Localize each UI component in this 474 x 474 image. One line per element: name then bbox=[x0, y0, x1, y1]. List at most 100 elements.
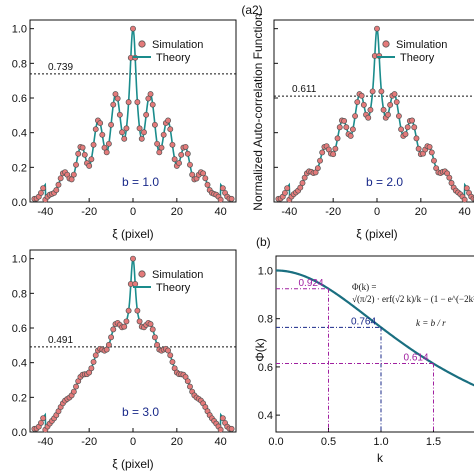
simulation-point bbox=[360, 101, 367, 108]
simulation-point bbox=[334, 135, 341, 142]
formula-lhs: Φ(k) = bbox=[352, 282, 376, 292]
simulation-point bbox=[330, 151, 337, 158]
simulation-point bbox=[73, 161, 79, 168]
simulation-point bbox=[178, 151, 185, 158]
b-parameter-label: b = 1.0 bbox=[122, 175, 159, 189]
simulation-point bbox=[132, 281, 139, 287]
simulation-point bbox=[169, 141, 176, 148]
legend-simulation: Simulation bbox=[396, 39, 447, 51]
simulation-point bbox=[332, 145, 339, 152]
simulation-point bbox=[38, 419, 44, 426]
simulation-point bbox=[378, 88, 385, 95]
y-tick-label: 0.0 bbox=[12, 427, 27, 439]
simulation-point bbox=[105, 341, 112, 348]
x-tick-label: 1.0 bbox=[373, 436, 388, 448]
y-tick-label: 0.6 bbox=[12, 323, 27, 335]
simulation-point bbox=[123, 318, 130, 325]
simulation-point bbox=[116, 111, 123, 118]
simulation-point bbox=[367, 106, 374, 113]
simulation-point bbox=[409, 117, 416, 124]
simulation-point bbox=[202, 175, 209, 182]
simulation-point bbox=[40, 185, 47, 192]
simulation-point bbox=[374, 25, 380, 32]
simulation-point bbox=[341, 117, 348, 124]
simulation-point bbox=[134, 99, 141, 106]
legend-simulation: Simulation bbox=[152, 39, 203, 51]
simulation-point bbox=[119, 129, 125, 136]
simulation-point bbox=[428, 149, 435, 156]
simulation-point bbox=[385, 111, 391, 118]
simulation-point bbox=[228, 195, 235, 202]
x-tick-label: 20 bbox=[415, 206, 427, 218]
simulation-point bbox=[446, 174, 453, 181]
simulation-point bbox=[217, 196, 224, 203]
panel-a2: -40 -20 0 20 40 0.611 b = 2.0 Simulation The… bbox=[251, 13, 474, 241]
simulation-point bbox=[136, 318, 143, 325]
simulation-point bbox=[219, 415, 226, 422]
legend-theory: Theory bbox=[400, 52, 435, 64]
simulation-point bbox=[105, 140, 112, 147]
simulation-point bbox=[134, 307, 141, 314]
hline-label: 0.491 bbox=[48, 335, 73, 346]
simulation-point bbox=[461, 196, 468, 203]
b-parameter-label: b = 2.0 bbox=[366, 175, 403, 189]
simulation-point bbox=[354, 99, 361, 105]
simulation-point bbox=[169, 358, 176, 365]
simulation-point bbox=[70, 171, 77, 178]
y-tick-label: 0.2 bbox=[12, 392, 27, 404]
panel-a1: -40 -20 0 20 40 0.0 0.2 0.4 0.6 0.8 1.0 0.739 b = … bbox=[12, 19, 237, 241]
simulation-point bbox=[149, 101, 156, 108]
simulation-point bbox=[167, 126, 174, 133]
simulation-point bbox=[130, 25, 136, 32]
simulation-point bbox=[73, 383, 79, 390]
legend-marker-simulation bbox=[138, 40, 146, 48]
simulation-point bbox=[413, 135, 420, 142]
simulation-point bbox=[88, 365, 95, 372]
simulation-point bbox=[184, 150, 191, 157]
simulation-point bbox=[125, 99, 132, 106]
legend: Simulation Theory bbox=[133, 269, 203, 294]
x-tick-label: 20 bbox=[171, 436, 183, 448]
simulation-point bbox=[395, 113, 402, 119]
y-tick-label: 0.4 bbox=[12, 128, 27, 140]
simulation-point bbox=[53, 187, 60, 194]
simulation-point bbox=[138, 135, 145, 142]
simulation-point bbox=[187, 383, 193, 390]
simulation-point bbox=[319, 149, 326, 156]
simulation-point bbox=[352, 113, 359, 119]
simulation-point bbox=[75, 150, 82, 157]
simulation-point bbox=[40, 415, 47, 422]
simulation-point bbox=[404, 124, 411, 131]
simulation-point bbox=[143, 111, 150, 118]
x-tick-label: -40 bbox=[37, 206, 53, 218]
simulation-point bbox=[297, 184, 304, 191]
simulation-point bbox=[411, 124, 418, 131]
simulation-point bbox=[103, 149, 110, 156]
simulation-point bbox=[463, 185, 470, 192]
y-tick-label: 0.4 bbox=[258, 410, 273, 422]
simulation-point bbox=[141, 129, 147, 136]
simulation-point bbox=[165, 347, 172, 354]
x-tick-label: -20 bbox=[325, 206, 341, 218]
simulation-point bbox=[415, 145, 422, 152]
simulation-point bbox=[92, 126, 99, 133]
simulation-point bbox=[391, 91, 398, 98]
simulation-point bbox=[282, 189, 288, 196]
simulation-point bbox=[147, 321, 154, 328]
x-tick-label: -20 bbox=[81, 436, 97, 448]
simulation-point bbox=[176, 160, 182, 167]
simulation-point bbox=[151, 121, 158, 128]
legend-theory: Theory bbox=[156, 282, 191, 294]
x-tick-label: 0 bbox=[374, 206, 380, 218]
simulation-point bbox=[369, 88, 376, 95]
simulation-point bbox=[387, 101, 394, 108]
simulation-point bbox=[154, 341, 161, 348]
y-tick-label: 0.8 bbox=[258, 314, 273, 326]
simulation-point bbox=[336, 124, 343, 131]
simulation-point bbox=[151, 334, 158, 341]
simulation-point bbox=[101, 144, 108, 151]
simulation-point bbox=[347, 133, 354, 139]
simulation-point bbox=[204, 181, 211, 188]
simulation-point bbox=[349, 126, 356, 133]
simulation-point bbox=[55, 181, 62, 188]
